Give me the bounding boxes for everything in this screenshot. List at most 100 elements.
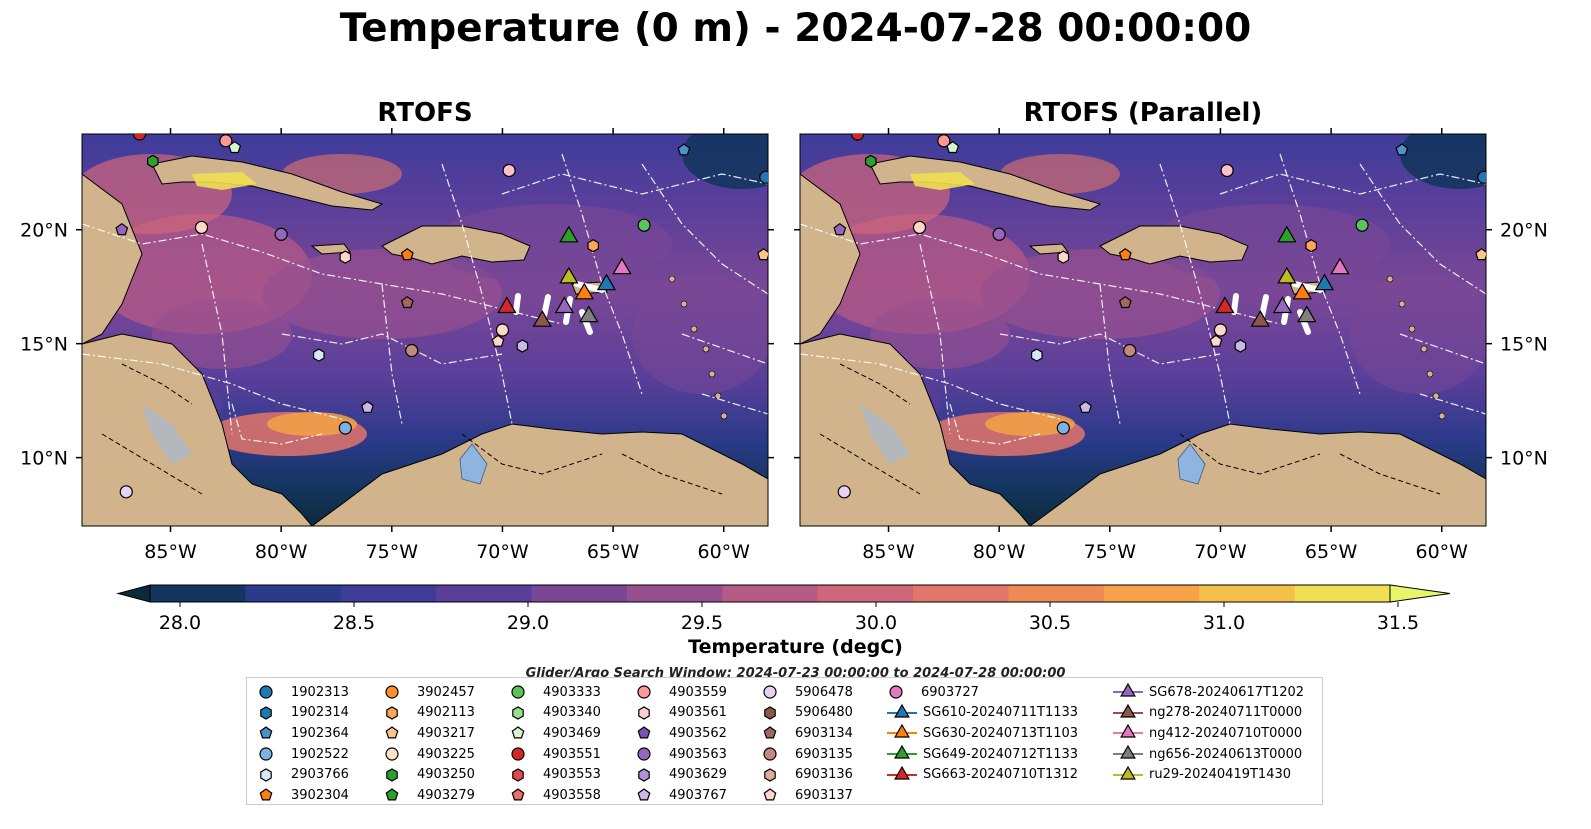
- legend-item: SG678-20240617T1202: [1113, 682, 1304, 703]
- legend-marker: [512, 706, 524, 720]
- colorbar-segment: [1199, 585, 1296, 602]
- argo-float-marker: [992, 227, 1006, 241]
- argo-float-marker: [864, 154, 877, 168]
- legend-marker: [894, 745, 910, 759]
- legend-item-label: 1902313: [291, 684, 349, 700]
- legend-item-label: 4903340: [543, 705, 601, 721]
- legend-marker-icon: [259, 788, 273, 801]
- glider-marker: [559, 225, 579, 243]
- legend-item: 1902314: [257, 703, 349, 724]
- argo-float-marker: [1213, 323, 1228, 337]
- argo-float-marker: [1118, 248, 1132, 261]
- legend-item-label: 4902113: [417, 705, 475, 721]
- legend-marker: [259, 685, 273, 699]
- argo-float-marker: [400, 248, 414, 261]
- legend-column: 1902313 1902314 1902364 1902522 2903766 39023…: [257, 682, 349, 806]
- legend-marker: [763, 788, 777, 801]
- legend-item: 4903553: [509, 764, 601, 785]
- legend-marker: [512, 767, 524, 782]
- argo-float-marker: [587, 239, 600, 253]
- legend-marker-icon: [511, 747, 525, 761]
- legend-item-label: 4903333: [543, 684, 601, 700]
- legend-marker-icon: [887, 745, 917, 759]
- argo-float-marker: [491, 334, 505, 347]
- legend-marker: [1120, 765, 1136, 780]
- legend-item-label: 3902304: [291, 787, 349, 803]
- legend-item: 4903250: [383, 764, 475, 785]
- legend-item-label: 4903469: [543, 725, 601, 741]
- glider-marker: [1215, 296, 1235, 314]
- colorbar-segment: [340, 585, 437, 602]
- legend-marker-icon: [637, 685, 651, 699]
- argo-float-marker: [119, 485, 133, 499]
- lat-tick-label: 15°N: [1500, 334, 1548, 356]
- argo-float-marker: [313, 348, 325, 362]
- argo-float-marker: [1475, 248, 1486, 261]
- legend-marker-icon: [1113, 724, 1143, 739]
- legend-marker-icon: [385, 685, 399, 699]
- legend-marker: [894, 724, 910, 739]
- legend-item-label: 5906480: [795, 705, 853, 721]
- argo-float-marker: [361, 400, 374, 413]
- legend-item: 5906478: [761, 682, 853, 703]
- legend-item: 4903559: [635, 682, 727, 703]
- legend-column: 6903727 SG610-20240711T1133 SG630-20240713…: [887, 682, 1078, 785]
- legend-column: SG678-20240617T1202 ng278-20240711T0000 ng…: [1113, 682, 1304, 785]
- colorbar-tick-label: 31.5: [1377, 612, 1419, 634]
- glider-marker: [1297, 305, 1317, 323]
- legend-item-label: 6903136: [795, 767, 853, 783]
- legend-item: 3902304: [257, 785, 349, 806]
- glider-marker: [559, 266, 579, 284]
- legend-item: 1902364: [257, 723, 349, 744]
- colorbar: 28.0 28.5 29.0 29.5 30.0 30.5 31.0 31.5: [116, 584, 1451, 634]
- colorbar-segment: [531, 585, 628, 602]
- colorbar-segment: [245, 585, 342, 602]
- legend-item-label: 6903134: [795, 725, 853, 741]
- argo-float-marker: [1395, 143, 1409, 156]
- legend-marker-icon: [763, 788, 777, 801]
- figure-title: Temperature (0 m) - 2024-07-28 00:00:00: [339, 6, 1252, 51]
- argo-float-marker: [495, 323, 510, 337]
- colorbar-tick-label: 30.5: [1029, 612, 1071, 634]
- glider-marker: [596, 273, 617, 291]
- argo-float-marker: [1234, 339, 1247, 353]
- legend-item: 6903135: [761, 744, 853, 765]
- legend-item: 4903563: [635, 744, 727, 765]
- legend-marker-icon: [385, 788, 399, 801]
- legend-marker: [1120, 724, 1136, 739]
- argo-float-marker: [637, 218, 651, 232]
- colorbar-segment: [817, 585, 914, 602]
- legend-item-label: SG649-20240712T1133: [923, 746, 1079, 762]
- legend-item-label: 4903279: [417, 787, 475, 803]
- argo-float-marker: [400, 295, 414, 309]
- argo-float-marker: [516, 339, 529, 353]
- legend-marker: [894, 703, 910, 718]
- colorbar-segment: [626, 585, 723, 602]
- legend-marker-icon: [511, 726, 525, 739]
- argo-float-marker: [228, 140, 242, 154]
- legend-item: SG630-20240713T1103: [887, 723, 1078, 744]
- legend-item-label: 5906478: [795, 684, 853, 700]
- lat-tick-label: 20°N: [1500, 220, 1548, 242]
- legend-item-label: 4903217: [417, 725, 475, 741]
- glider-marker: [1277, 266, 1297, 284]
- legend-item-label: 4903553: [543, 767, 601, 783]
- legend-item: 6903134: [761, 723, 853, 744]
- legend-item-label: 4903551: [543, 746, 601, 762]
- legend-marker-icon: [637, 747, 651, 761]
- legend-marker-icon: [1113, 745, 1143, 759]
- legend-marker-icon: [763, 685, 777, 699]
- lat-tick-label: 20°N: [20, 220, 68, 242]
- colorbar-segment: [1294, 585, 1391, 602]
- lon-tick-label: 65°W: [1305, 541, 1358, 563]
- legend-marker: [638, 767, 650, 782]
- glider-marker: [1250, 309, 1270, 327]
- lat-tick-label: 10°N: [1500, 448, 1548, 470]
- colorbar-tick-label: 30.0: [855, 612, 897, 634]
- colorbar-tick-label: 31.0: [1203, 612, 1245, 634]
- colorbar-tick-label: 28.0: [159, 612, 201, 634]
- argo-float-marker: [502, 163, 516, 178]
- legend-marker-icon: [259, 685, 273, 699]
- legend-marker: [638, 706, 650, 720]
- legend-marker: [894, 765, 910, 780]
